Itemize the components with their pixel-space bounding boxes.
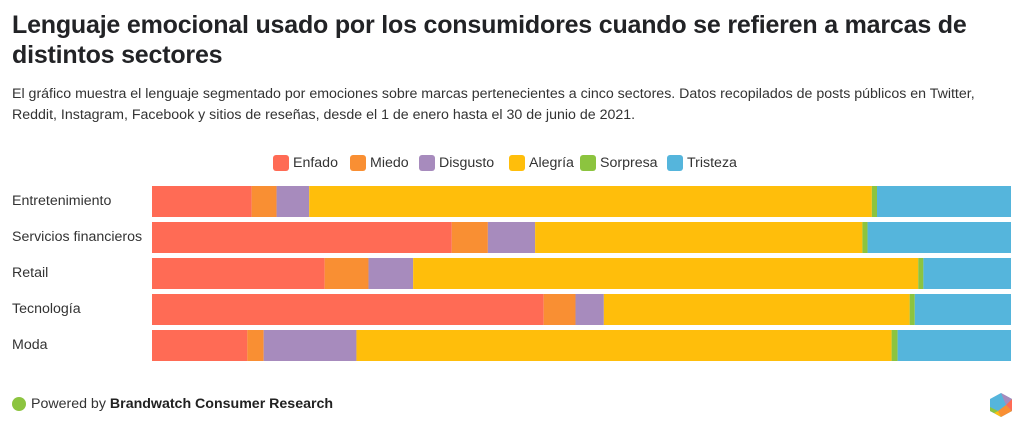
category-label: Servicios financieros <box>12 229 143 245</box>
legend-label: Enfado <box>293 155 338 171</box>
legend-label: Sorpresa <box>600 155 658 171</box>
bar-row: Tecnología — Enfado: 45.6%Tecnología — M… <box>152 294 1011 325</box>
bar-segment-alegría[interactable]: Retail — Alegría: 58.8% <box>413 258 919 289</box>
bar-segment-disgusto[interactable]: Moda — Disgusto: 10.8% <box>263 330 357 361</box>
bar-segment-alegría[interactable]: Moda — Alegría: 62.3% <box>356 330 892 361</box>
bar-row: Moda — Enfado: 11.1%Moda — Miedo: 1.9%Mo… <box>152 330 1011 361</box>
bar-segment-alegría[interactable]: Servicios financieros — Alegría: 38.1% <box>535 222 863 253</box>
bar-segment-sorpresa[interactable]: Servicios financieros — Sorpresa: 0.6% <box>862 222 868 253</box>
chart-subtitle: El gráfico muestra el lenguaje segmentad… <box>12 86 975 123</box>
bar-segment-disgusto[interactable]: Entretenimiento — Disgusto: 3.8% <box>276 186 310 217</box>
bar-segment-tristeza[interactable]: Entretenimiento — Tristeza: 15.6% <box>877 186 1011 217</box>
legend-item-disgusto[interactable]: Disgusto <box>419 153 494 173</box>
bar-segment-sorpresa[interactable]: Retail — Sorpresa: 0.6% <box>918 258 924 289</box>
brand-dot-icon <box>12 397 26 411</box>
legend-swatch <box>509 155 525 171</box>
footer: Powered by Brandwatch Consumer Research <box>12 394 333 414</box>
legend: Enfado Miedo Disgusto Alegría Sorpresa Triste… <box>0 153 1024 173</box>
bar-segment-disgusto[interactable]: Tecnología — Disgusto: 3.3% <box>575 294 604 325</box>
bar-segment-miedo[interactable]: Moda — Miedo: 1.9% <box>247 330 264 361</box>
bar-segment-enfado[interactable]: Moda — Enfado: 11.1% <box>152 330 248 361</box>
bar-segment-miedo[interactable]: Retail — Miedo: 5.1% <box>324 258 369 289</box>
legend-swatch <box>419 155 435 171</box>
bar-segment-alegría[interactable]: Tecnología — Alegría: 35.6% <box>603 294 910 325</box>
bar-segment-miedo[interactable]: Servicios financieros — Miedo: 4.2% <box>451 222 488 253</box>
bar-segment-tristeza[interactable]: Tecnología — Tristeza: 11.2% <box>914 294 1011 325</box>
bar-segment-tristeza[interactable]: Servicios financieros — Tristeza: 16.7% <box>867 222 1011 253</box>
legend-item-sorpresa[interactable]: Sorpresa <box>580 153 658 173</box>
legend-item-enfado[interactable]: Enfado <box>273 153 338 173</box>
legend-item-tristeza[interactable]: Tristeza <box>667 153 737 173</box>
bar-segment-miedo[interactable]: Entretenimiento — Miedo: 2.9% <box>251 186 277 217</box>
bar-row: Servicios financieros — Enfado: 34.9%Ser… <box>152 222 1011 253</box>
bar-segment-disgusto[interactable]: Retail — Disgusto: 5.2% <box>368 258 414 289</box>
bar-segment-tristeza[interactable]: Retail — Tristeza: 10.2% <box>923 258 1011 289</box>
bar-row: Retail — Enfado: 20.1%Retail — Miedo: 5.… <box>152 258 1011 289</box>
legend-label: Disgusto <box>439 155 495 171</box>
hexagon-logo-icon <box>990 393 1012 417</box>
legend-label: Tristeza <box>687 155 737 171</box>
legend-swatch <box>667 155 683 171</box>
footer-brand[interactable]: Brandwatch Consumer Research <box>109 396 334 412</box>
bar-segment-miedo[interactable]: Tecnología — Miedo: 3.7% <box>543 294 576 325</box>
legend-swatch <box>580 155 596 171</box>
bar-segment-alegría[interactable]: Entretenimiento — Alegría: 65.5% <box>309 186 872 217</box>
bar-segment-sorpresa[interactable]: Tecnología — Sorpresa: 0.6% <box>909 294 915 325</box>
bar-row: Entretenimiento — Enfado: 11.6%Entreteni… <box>152 186 1011 217</box>
category-label: Tecnología <box>12 301 81 317</box>
legend-label: Alegría <box>529 155 574 171</box>
category-label: Retail <box>12 265 49 281</box>
bar-segment-enfado[interactable]: Retail — Enfado: 20.1% <box>152 258 325 289</box>
legend-swatch <box>273 155 289 171</box>
legend-label: Miedo <box>370 155 409 171</box>
bar-segment-enfado[interactable]: Tecnología — Enfado: 45.6% <box>152 294 544 325</box>
legend-item-miedo[interactable]: Miedo <box>350 153 409 173</box>
chart-title: Lenguaje emocional usado por los consumi… <box>12 11 967 69</box>
bar-segment-disgusto[interactable]: Servicios financieros — Disgusto: 5.5% <box>487 222 536 253</box>
bar-segment-tristeza[interactable]: Moda — Tristeza: 13.2% <box>897 330 1011 361</box>
footer-prefix: Powered by <box>31 396 106 412</box>
bar-segment-sorpresa[interactable]: Entretenimiento — Sorpresa: 0.6% <box>871 186 877 217</box>
category-label: Moda <box>12 337 48 353</box>
bar-segment-sorpresa[interactable]: Moda — Sorpresa: 0.7% <box>891 330 898 361</box>
category-label: Entretenimiento <box>12 193 112 209</box>
bar-segment-enfado[interactable]: Servicios financieros — Enfado: 34.9% <box>152 222 452 253</box>
legend-swatch <box>350 155 366 171</box>
legend-item-alegría[interactable]: Alegría <box>509 153 574 173</box>
bar-segment-enfado[interactable]: Entretenimiento — Enfado: 11.6% <box>152 186 252 217</box>
